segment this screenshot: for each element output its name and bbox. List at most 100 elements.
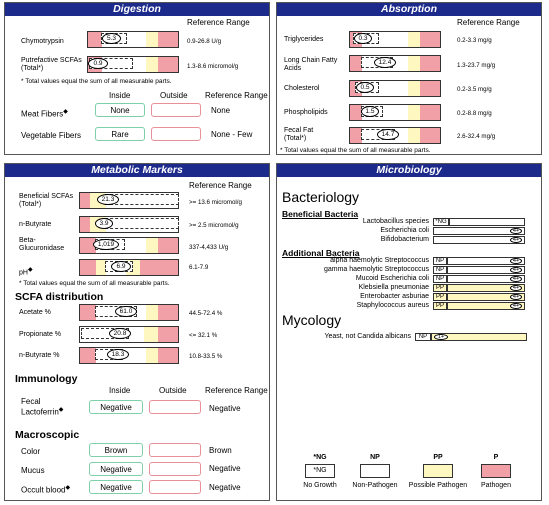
n-butyrate-pct-label: n-Butyrate % [19, 352, 60, 359]
growth-bar: 4+ [447, 284, 525, 292]
organism-tag: PP [433, 302, 447, 310]
mucus-label: Mucus [21, 466, 45, 475]
organism-name: gamma haemolytic Streptococcus [323, 266, 429, 273]
digestion-title: Digestion [5, 3, 269, 16]
legend-label: Non-Pathogen [352, 482, 398, 489]
legend-possible-pathogen-box [423, 464, 453, 478]
diamond-marker-icon: ◆ [63, 109, 68, 115]
beta-glucuronidase-ref: 337-4,433 U/g [189, 244, 229, 251]
organism-tag: NP [415, 333, 431, 341]
long-chain-fatty-acids-label: Long Chain Fatty Acids [284, 57, 338, 72]
microbiology-panel: Microbiology Bacteriology Beneficial Bac… [276, 163, 542, 501]
growth-level: 1+ [434, 334, 448, 340]
color-inside: Brown [89, 443, 143, 457]
beta-glucuronidase-label: Beta-Glucuronidase [19, 237, 65, 252]
legend-pathogen-box [481, 464, 511, 478]
macroscopic-title: Macroscopic [15, 429, 80, 441]
legend-code: PP [433, 454, 443, 461]
long-chain-fatty-acids-value: 12.4 [374, 57, 396, 68]
reference-range-header: Reference Range [187, 18, 250, 27]
organism-name: Klebsiella pneumoniae [358, 284, 429, 291]
metabolic-reference-header: Reference Range [189, 181, 252, 190]
growth-bar: 4+ [447, 302, 525, 310]
acetate-ref: 44.5-72.4 % [189, 310, 223, 317]
fecal-fat-value: 14.7 [377, 129, 399, 140]
metabolic-markers-panel: Metabolic Markers Reference Range Benefi… [4, 163, 270, 501]
absorption-panel: Absorption Reference Range Triglycerides… [276, 2, 542, 155]
vegetable-fibers-outside [151, 127, 201, 141]
legend-label: No Growth [303, 482, 337, 489]
fecal-lactoferrin-ref: Negative [209, 404, 241, 413]
meat-fibers-inside: None [95, 103, 145, 117]
ph-ref: 6.1-7.9 [189, 264, 209, 271]
chymotrypsin-value: 5.3 [102, 33, 121, 44]
n-butyrate-label: n-Butyrate [19, 221, 52, 228]
growth-level: 4+ [510, 276, 522, 282]
beneficial-bacteria-heading: Beneficial Bacteria [282, 209, 359, 219]
organism-name: Enterobacter asburiae [360, 293, 429, 300]
cholesterol-ref: 0.2-3.5 mg/g [457, 86, 492, 93]
triglycerides-label: Triglycerides [284, 36, 324, 43]
outside-header: Outside [160, 91, 188, 100]
beneficial-scfas-value: 21.3 [97, 194, 119, 205]
digestion-panel: Digestion Reference Range Chymotrypsin 5… [4, 2, 270, 155]
fecal-fat-label: Fecal Fat (Total*) [284, 127, 314, 142]
growth-level: 4+ [510, 258, 522, 264]
legend-label: Possible Pathogen [408, 482, 468, 489]
n-butyrate-pct-ref: 10.8-33.5 % [189, 353, 223, 360]
scfa-distribution-title: SCFA distribution [15, 291, 104, 303]
color-outside [149, 443, 201, 457]
growth-bar: 1+ [431, 333, 527, 341]
organism-tag: NP [433, 257, 447, 265]
meat-fibers-outside [151, 103, 201, 117]
n-butyrate-result-box [105, 218, 179, 229]
organism-tag: NP [433, 275, 447, 283]
beneficial-scfas-ref: >= 13.6 micromol/g [189, 199, 242, 206]
vegetable-fibers-ref: None - Few [211, 130, 253, 139]
growth-level: 4+ [510, 237, 522, 243]
fecal-lactoferrin-inside: Negative [89, 400, 143, 414]
legend-code: *NG [313, 454, 327, 461]
meat-fibers-ref: None [211, 106, 231, 115]
phospholipids-value: 1.5 [361, 106, 379, 117]
n-butyrate-pct-bar [79, 347, 179, 364]
growth-bar: 4+ [447, 266, 525, 274]
growth-bar: 4+ [447, 293, 525, 301]
phospholipids-label: Phospholipids [284, 109, 328, 116]
n-butyrate-pct-value: 18.3 [107, 349, 129, 360]
propionate-value: 20.8 [109, 328, 131, 339]
immunology-title: Immunology [15, 373, 78, 385]
organism-tag: PP [433, 293, 447, 301]
legend-code: P [493, 454, 499, 461]
triglycerides-ref: 0.2-3.3 mg/g [457, 37, 492, 44]
mucus-inside: Negative [89, 462, 143, 476]
organism-name: Yeast, not Candida albicans [324, 333, 411, 340]
chymotrypsin-label: Chymotrypsin [21, 38, 64, 45]
diamond-marker-icon: ◆ [27, 267, 33, 273]
organism-tag: *NG [433, 218, 449, 226]
organism-tag: PP [433, 284, 447, 292]
growth-level: 4+ [510, 303, 522, 309]
chymotrypsin-ref: 0.9-26.8 U/g [187, 38, 222, 45]
color-label: Color [21, 447, 41, 456]
organism-name: Mucoid Escherichia coli [355, 275, 429, 282]
mucus-outside [149, 462, 201, 476]
n-butyrate-ref: >= 2.5 micromol/g [189, 222, 239, 229]
organism-name: Staphylococcus aureus [356, 302, 429, 309]
organism-name: alpha haemolytic Streptococcus [330, 257, 429, 264]
triglycerides-value: 0.3 [354, 33, 372, 44]
occult-blood-ref: Negative [209, 483, 241, 492]
propionate-ref: <= 32.1 % [189, 332, 218, 339]
occult-blood-outside [149, 480, 201, 494]
growth-level: 4+ [510, 267, 522, 273]
diamond-marker-icon: ◆ [58, 407, 64, 413]
vegetable-fibers-inside: Rare [95, 127, 145, 141]
immuno-inside-header: Inside [109, 386, 131, 395]
legend-label: Pathogen [481, 482, 511, 489]
additional-bacteria-heading: Additional Bacteria [282, 248, 360, 258]
legend-code: NP [370, 454, 380, 461]
acetate-label: Acetate % [19, 309, 51, 316]
acetate-value: 61.0 [115, 306, 137, 317]
growth-level: 4+ [510, 285, 522, 291]
n-butyrate-value: 3.9 [95, 218, 113, 229]
